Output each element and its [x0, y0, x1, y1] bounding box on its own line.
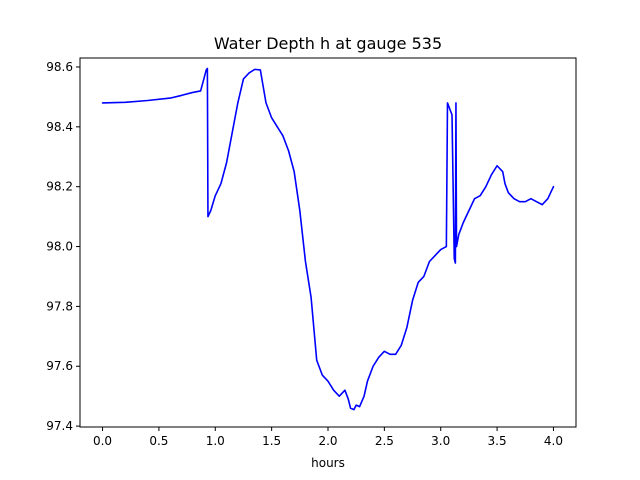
- x-tick-label: 3.5: [488, 434, 507, 448]
- y-tick-label: 97.6: [46, 359, 73, 373]
- plot-area: [79, 57, 577, 428]
- y-tick-label: 98.4: [46, 120, 73, 134]
- y-tick-label: 98.2: [46, 180, 73, 194]
- x-tick-label: 1.5: [262, 434, 281, 448]
- y-tick-label: 98.0: [46, 240, 73, 254]
- x-tick-label: 4.0: [544, 434, 563, 448]
- series-line-0: [101, 67, 555, 411]
- y-tick-label: 97.8: [46, 299, 73, 313]
- chart-title: Water Depth h at gauge 535: [214, 34, 442, 53]
- y-tick-label: 98.6: [46, 60, 73, 74]
- y-tick-label: 97.4: [46, 419, 73, 433]
- series-layer: [101, 67, 555, 411]
- x-tick-label: 2.0: [318, 434, 337, 448]
- x-tick-label: 0.5: [149, 434, 168, 448]
- x-tick-label: 3.0: [431, 434, 450, 448]
- x-tick-label: 2.5: [375, 434, 394, 448]
- plot-background: [80, 58, 576, 427]
- y-axis: 97.4 97.6 97.8 98.0 98.2 98.4 98.6: [46, 60, 80, 433]
- x-axis: 0.0 0.5 1.0 1.5 2.0 2.5 3.0 3.5 4.0: [93, 427, 563, 448]
- x-tick-label: 1.0: [206, 434, 225, 448]
- x-axis-label: hours: [311, 456, 345, 470]
- x-tick-label: 0.0: [93, 434, 112, 448]
